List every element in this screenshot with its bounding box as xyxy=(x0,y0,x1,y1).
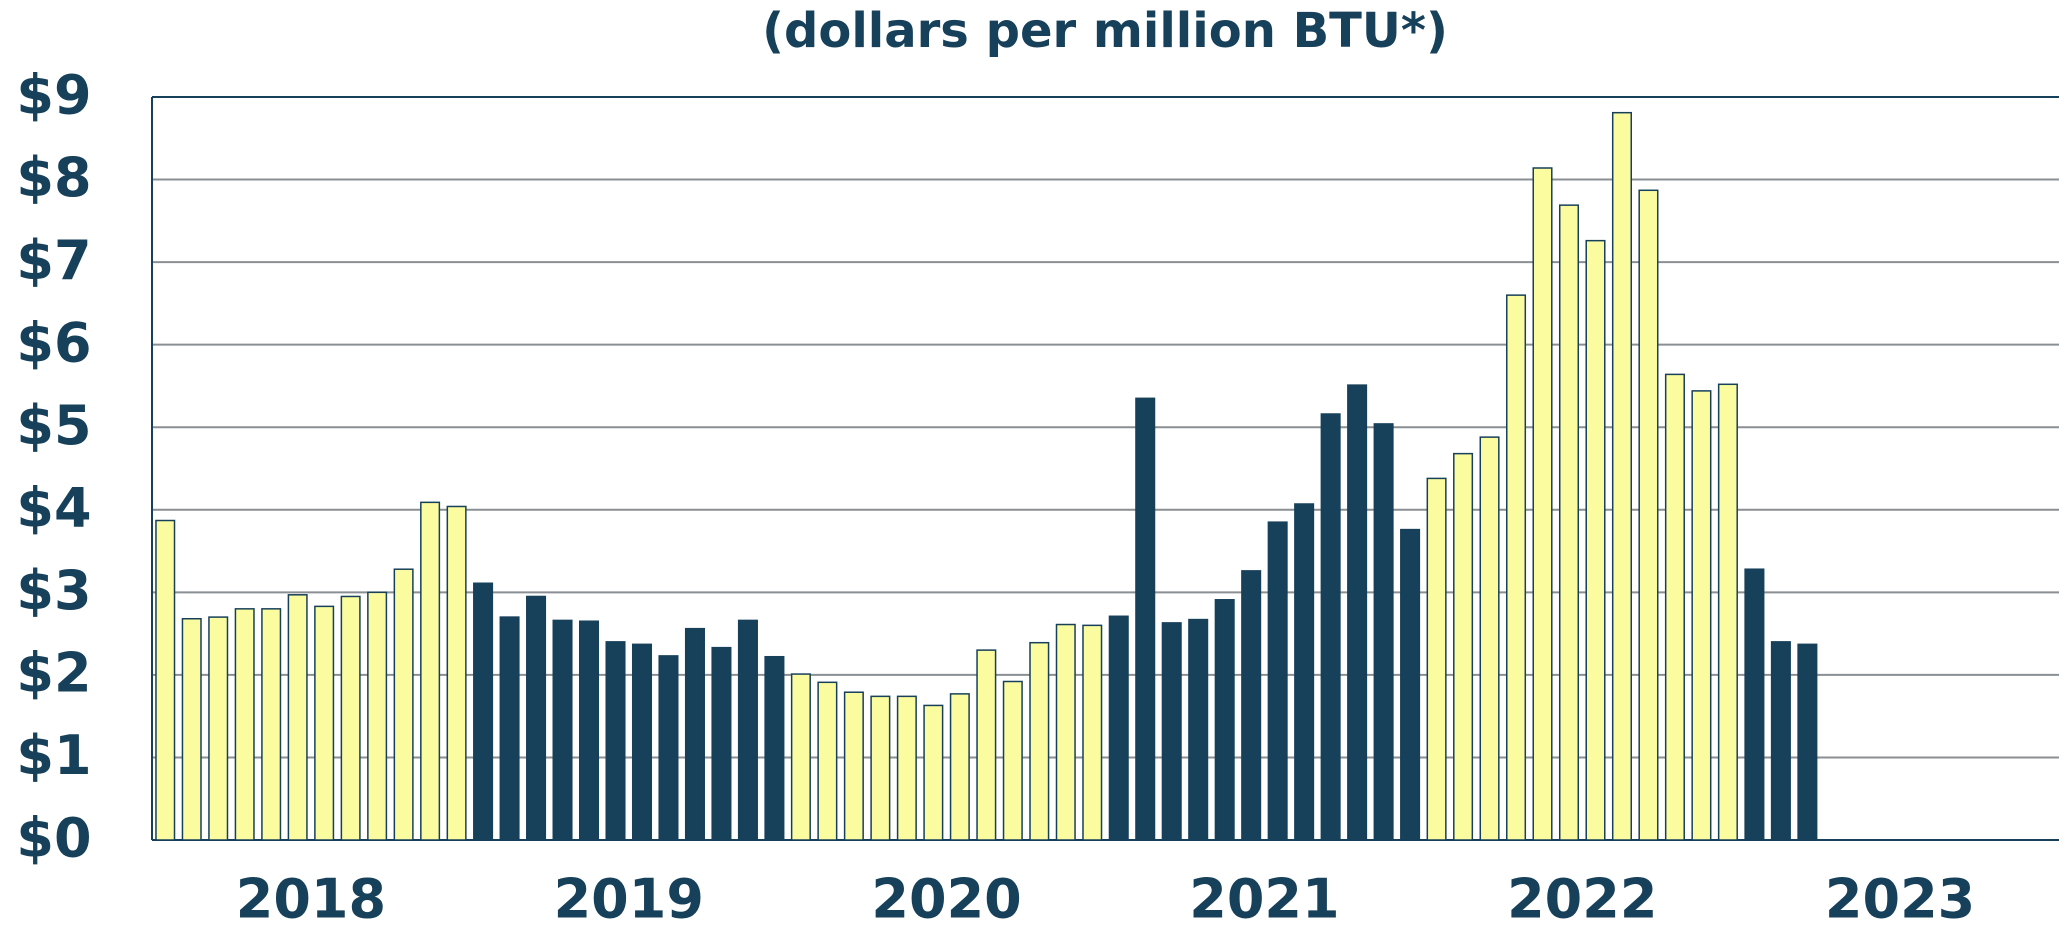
bar xyxy=(631,643,653,841)
y-tick-label: $4 xyxy=(16,476,91,539)
bar xyxy=(1744,568,1765,841)
bar xyxy=(711,646,732,841)
x-tick-label: 2022 xyxy=(1507,868,1657,931)
bar xyxy=(1770,641,1791,841)
bar xyxy=(923,704,944,841)
bar xyxy=(579,620,600,841)
bar xyxy=(790,673,811,841)
bar xyxy=(684,627,705,841)
bar xyxy=(287,594,308,841)
bar xyxy=(420,501,441,841)
bar xyxy=(1611,111,1632,841)
bar xyxy=(1135,397,1156,841)
x-tick-label: 2019 xyxy=(554,868,704,931)
bar xyxy=(1002,680,1023,841)
bar xyxy=(340,595,361,841)
bar xyxy=(552,619,573,841)
bar xyxy=(1426,477,1447,841)
bar xyxy=(817,681,838,841)
y-tick-label: $7 xyxy=(16,229,91,292)
bar xyxy=(314,605,335,841)
bar xyxy=(393,568,414,841)
bar xyxy=(1691,390,1712,841)
bar xyxy=(208,616,229,841)
bar xyxy=(261,608,282,841)
bar xyxy=(1214,599,1235,841)
bar xyxy=(1373,423,1394,841)
bar xyxy=(764,655,785,841)
bar xyxy=(737,619,758,841)
y-tick-label: $8 xyxy=(16,146,91,209)
y-tick-label: $1 xyxy=(16,724,91,787)
bar xyxy=(1558,204,1580,841)
y-tick-label: $0 xyxy=(16,807,91,870)
x-tick-label: 2023 xyxy=(1825,868,1975,931)
bar xyxy=(1108,615,1129,841)
bar xyxy=(367,591,388,841)
bar xyxy=(658,655,679,841)
bar xyxy=(1320,413,1341,841)
x-tick-label: 2021 xyxy=(1189,868,1339,931)
y-tick-label: $5 xyxy=(16,394,91,457)
bar xyxy=(1241,570,1262,841)
bar xyxy=(155,519,176,841)
bar xyxy=(446,505,467,841)
bar xyxy=(1453,452,1474,841)
bar xyxy=(976,649,997,841)
bar xyxy=(234,608,255,841)
bar xyxy=(949,693,970,841)
bar xyxy=(1400,528,1421,841)
y-tick-label: $2 xyxy=(16,642,91,705)
bar xyxy=(1188,618,1209,841)
bar xyxy=(526,595,547,841)
bar xyxy=(1585,239,1606,841)
bar xyxy=(1267,521,1288,841)
chart-title: (dollars per million BTU*) xyxy=(762,3,1448,59)
bar xyxy=(843,691,864,841)
x-tick-label: 2020 xyxy=(871,868,1021,931)
bar xyxy=(896,695,917,841)
y-tick-label: $6 xyxy=(16,311,91,374)
bar xyxy=(870,695,891,841)
bar xyxy=(1506,294,1527,841)
y-tick-label: $9 xyxy=(16,64,91,127)
bar xyxy=(1055,623,1076,841)
bar xyxy=(1029,641,1050,841)
bar xyxy=(1082,624,1103,841)
bar xyxy=(1347,384,1368,841)
bar xyxy=(1161,622,1182,841)
bar xyxy=(1532,167,1553,841)
bar xyxy=(1479,436,1500,841)
bar xyxy=(181,618,202,841)
y-tick-label: $3 xyxy=(16,559,91,622)
bar xyxy=(499,616,520,841)
bar xyxy=(1797,643,1818,841)
bar xyxy=(605,641,626,841)
bar xyxy=(1294,503,1315,841)
x-tick-label: 2018 xyxy=(236,868,386,931)
bar xyxy=(1664,373,1685,841)
bar xyxy=(1717,383,1738,841)
bar xyxy=(1638,189,1659,841)
bar xyxy=(473,582,494,841)
